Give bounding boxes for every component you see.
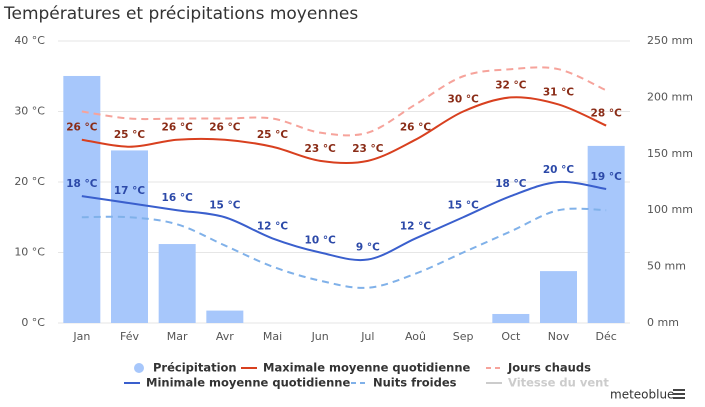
x-tick-label: Jun <box>311 330 329 343</box>
x-tick-label: Fév <box>120 330 139 343</box>
data-label: 23 °C <box>352 143 384 155</box>
legend-label: Minimale moyenne quotidienne <box>146 376 350 390</box>
data-label: 15 °C <box>448 199 480 211</box>
data-label: 12 °C <box>400 220 432 232</box>
data-label: 10 °C <box>305 235 337 247</box>
legend-label: Nuits froides <box>373 376 457 390</box>
line <box>81 96 607 165</box>
data-label: 12 °C <box>257 220 289 232</box>
y2-tick-label: 200 mm <box>647 90 693 103</box>
x-tick-label: Sep <box>453 330 474 343</box>
bar <box>587 145 625 323</box>
bar <box>111 150 148 323</box>
y2-tick-label: 50 mm <box>647 260 686 273</box>
legend-label: Jours chauds <box>507 361 591 375</box>
legend-label: Maximale moyenne quotidienne <box>263 361 471 375</box>
menu-bar[interactable] <box>673 393 685 395</box>
legend-label: Précipitation <box>153 361 237 375</box>
line <box>81 66 607 137</box>
line <box>81 207 607 289</box>
menu-bar[interactable] <box>673 389 685 391</box>
data-label: 32 °C <box>495 79 527 91</box>
y2-tick-label: 100 mm <box>647 203 693 216</box>
data-label: 25 °C <box>114 129 146 141</box>
chart-title: Températures et précipitations moyennes <box>3 4 358 24</box>
data-label: 19 °C <box>591 171 623 183</box>
menu-bar[interactable] <box>673 397 685 399</box>
data-label: 28 °C <box>591 108 623 120</box>
legend-item[interactable]: Minimale moyenne quotidienne <box>124 376 350 390</box>
x-tick-label: Jan <box>72 330 90 343</box>
line <box>81 180 607 262</box>
data-label: 26 °C <box>400 122 432 134</box>
legend-item[interactable]: Jours chauds <box>486 361 591 375</box>
data-label: 26 °C <box>209 122 241 134</box>
data-label: 16 °C <box>162 192 194 204</box>
x-tick-label: Mai <box>263 330 282 343</box>
legend-item[interactable]: Précipitation <box>134 361 237 375</box>
legend-marker <box>134 363 144 373</box>
data-label: 15 °C <box>209 199 241 211</box>
legend-item[interactable]: Vitesse du vent <box>486 376 609 390</box>
legend-item[interactable]: Maximale moyenne quotidienne <box>241 361 471 375</box>
x-tick-label: Avr <box>216 330 234 343</box>
y-tick-label: 10 °C <box>14 246 45 259</box>
data-label: 18 °C <box>495 178 527 190</box>
brand: meteoblue <box>610 388 674 402</box>
y-tick-label: 30 °C <box>14 105 45 118</box>
legend-label: Vitesse du vent <box>508 376 609 390</box>
bar <box>206 310 244 323</box>
data-label: 30 °C <box>448 94 480 106</box>
bar <box>158 244 196 323</box>
y2-tick-label: 250 mm <box>647 34 693 47</box>
x-tick-label: Jul <box>360 330 374 343</box>
data-label: 20 °C <box>543 164 575 176</box>
bar <box>540 271 577 323</box>
y-tick-label: 0 °C <box>21 316 45 329</box>
data-label: 18 °C <box>66 178 98 190</box>
data-label: 17 °C <box>114 185 146 197</box>
bar <box>492 313 530 323</box>
data-label: 23 °C <box>305 143 337 155</box>
grid <box>58 40 630 324</box>
x-tick-label: Nov <box>548 330 570 343</box>
y-tick-label: 40 °C <box>14 34 45 47</box>
bar <box>63 75 101 323</box>
x-tick-label: Aoû <box>405 330 426 343</box>
x-tick-label: Déc <box>596 330 617 343</box>
y2-tick-label: 150 mm <box>647 147 693 160</box>
data-label: 25 °C <box>257 129 289 141</box>
x-tick-label: Oct <box>501 330 521 343</box>
data-label: 26 °C <box>66 122 98 134</box>
x-tick-label: Mar <box>167 330 188 343</box>
menu-icon[interactable] <box>673 389 685 399</box>
legend-item[interactable]: Nuits froides <box>351 376 457 390</box>
data-label: 26 °C <box>162 122 194 134</box>
y2-tick-label: 0 mm <box>647 316 679 329</box>
data-label: 9 °C <box>356 242 380 254</box>
data-label: 31 °C <box>543 86 575 98</box>
y-tick-label: 20 °C <box>14 175 45 188</box>
